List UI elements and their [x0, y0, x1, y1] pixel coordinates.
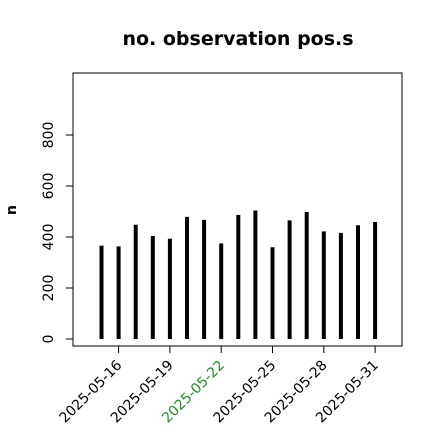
y-axis: 0 200 400 600 800 [41, 122, 74, 344]
y-axis-title: n [4, 205, 20, 215]
bars [99, 210, 378, 339]
chart-title: no. observation pos.s [122, 28, 353, 50]
y-tick-label: 400 [41, 224, 57, 251]
x-axis: 2025-05-162025-05-192025-05-222025-05-25… [57, 345, 382, 426]
y-tick-label: 800 [41, 122, 57, 149]
y-tick-label: 0 [41, 335, 57, 344]
y-tick-label: 600 [41, 173, 57, 200]
y-tick-label: 200 [41, 275, 57, 302]
